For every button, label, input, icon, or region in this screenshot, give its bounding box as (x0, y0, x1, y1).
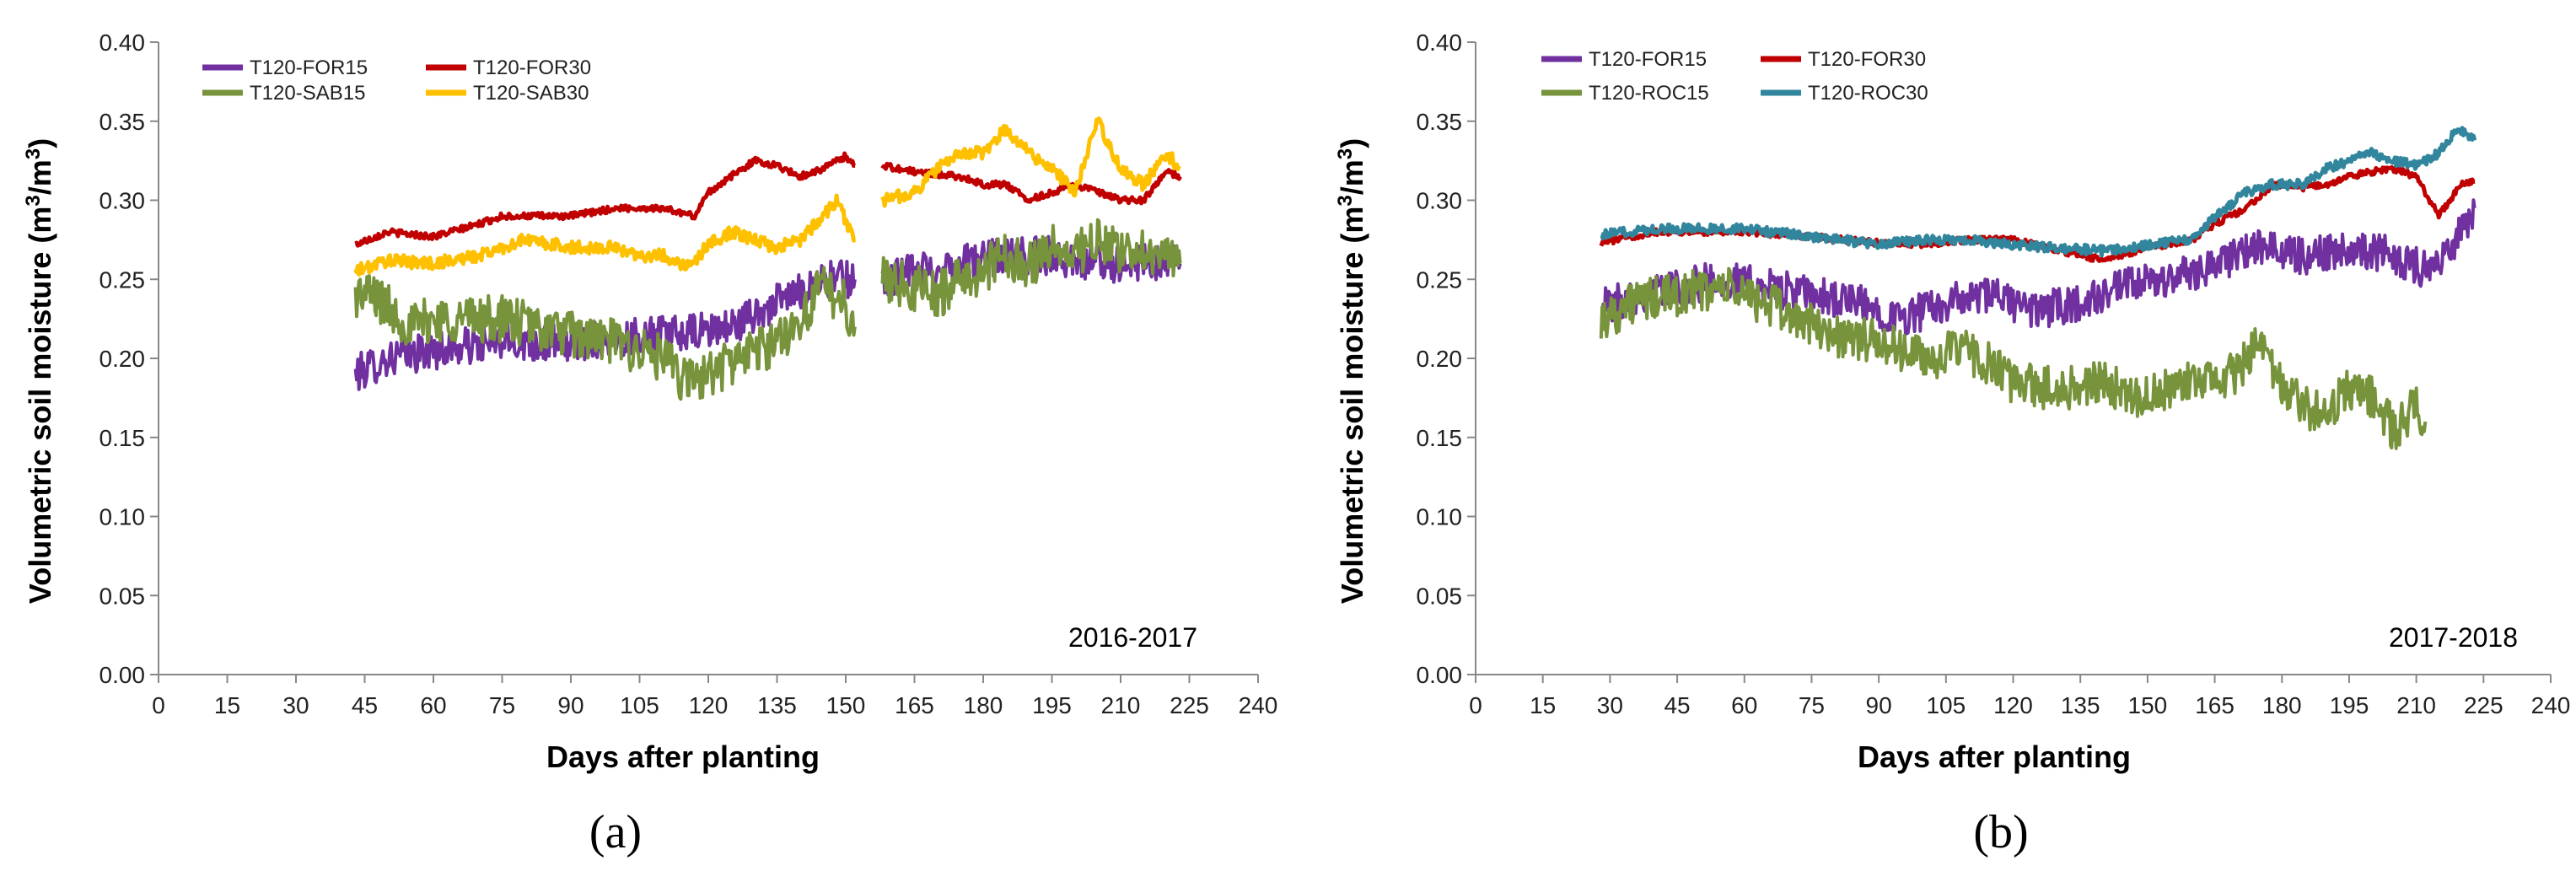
series-line-t120-roc15 (1599, 266, 2428, 450)
x-tick-label: 135 (757, 692, 797, 718)
x-tick-label: 105 (620, 692, 659, 718)
x-tick-label: 180 (964, 692, 1003, 718)
y-tick-label: 0.15 (1417, 425, 1463, 451)
legend-label-t120-for15: T120-FOR15 (1589, 48, 1707, 71)
x-tick-label: 225 (2464, 692, 2503, 718)
season-annotation: 2017-2018 (2389, 622, 2518, 653)
y-tick-label: 0.25 (99, 266, 146, 293)
x-axis-title: Days after planting (546, 739, 820, 774)
x-axis-title: Days after planting (1858, 739, 2131, 774)
x-tick-label: 210 (1101, 692, 1141, 718)
legend-label-t120-sab15: T120-SAB15 (250, 82, 365, 105)
x-tick-label: 180 (2262, 692, 2302, 718)
x-tick-label: 135 (2061, 692, 2100, 718)
y-tick-label: 0.10 (99, 504, 146, 530)
y-tick-label: 0.15 (99, 425, 146, 451)
x-tick-label: 75 (489, 692, 515, 718)
x-tick-label: 30 (282, 692, 309, 718)
series-line-t120-for15 (353, 259, 857, 391)
chart-b-svg: 0.00 0.05 0.10 0.15 0.20 0.25 0.30 0.35 0.40 0 15 3… (1334, 30, 2571, 858)
chart-a-svg: 0.00 0.05 0.10 0.15 0.20 0.25 0.30 0.35 0.40 0 15 3… (22, 30, 1278, 858)
y-tick-label: 0.05 (1417, 583, 1463, 609)
x-tick-label: 15 (214, 692, 240, 718)
x-tick-label: 195 (2330, 692, 2369, 718)
series-line-t120-sab30 (880, 116, 1181, 208)
x-tick-label: 0 (1469, 692, 1482, 718)
x-tick-label: 240 (2531, 692, 2571, 718)
x-tick-label: 165 (2195, 692, 2235, 718)
x-tick-label: 45 (1664, 692, 1690, 718)
chart-panel-b: 0.00 0.05 0.10 0.15 0.20 0.25 0.30 0.35 0.40 0 15 3… (1288, 0, 2576, 882)
legend-label-t120-for30: T120-FOR30 (1808, 48, 1926, 71)
y-tick-label: 0.10 (1417, 504, 1463, 530)
y-tick-label: 0.00 (99, 662, 146, 688)
series-line-t120-sab30 (353, 193, 857, 277)
y-tick-label: 0.05 (99, 583, 146, 609)
legend-label-t120-for30: T120-FOR30 (473, 56, 591, 79)
x-tick-label: 0 (152, 692, 165, 718)
y-tick-label: 0.35 (1417, 109, 1463, 135)
y-tick-label: 0.20 (99, 346, 146, 372)
y-tick-label: 0.30 (1417, 188, 1463, 214)
x-tick-label: 210 (2396, 692, 2436, 718)
x-tick-label: 195 (1032, 692, 1072, 718)
legend-label-t120-roc30: T120-ROC30 (1808, 82, 1928, 105)
x-tick-label: 60 (1731, 692, 1757, 718)
y-tick-label: 0.20 (1417, 346, 1463, 372)
y-tick-label: 0.25 (1417, 266, 1463, 293)
panel-label: (b) (1973, 806, 2028, 858)
x-tick-label: 15 (1530, 692, 1556, 718)
series-line-t120-roc30 (1600, 126, 2477, 258)
x-tick-label: 105 (1926, 692, 1966, 718)
y-tick-label: 0.30 (99, 188, 146, 214)
x-tick-label: 60 (420, 692, 446, 718)
y-axis-title: Volumetric soil moisture (m3/m3) (1334, 138, 1370, 604)
series-line-t120-for15 (1600, 198, 2477, 336)
panel-label: (a) (589, 806, 642, 858)
legend-label-t120-sab30: T120-SAB30 (473, 82, 589, 105)
x-tick-label: 150 (2128, 692, 2168, 718)
chart-panel-a: 0.00 0.05 0.10 0.15 0.20 0.25 0.30 0.35 0.40 0 15 3… (22, 30, 1278, 858)
legend-label-t120-roc15: T120-ROC15 (1589, 82, 1709, 105)
x-tick-label: 30 (1597, 692, 1623, 718)
y-tick-label: 0.40 (1417, 30, 1463, 56)
x-tick-label: 165 (895, 692, 934, 718)
x-tick-label: 120 (689, 692, 729, 718)
x-tick-label: 240 (1239, 692, 1278, 718)
x-tick-label: 75 (1799, 692, 1825, 718)
y-tick-label: 0.40 (99, 30, 146, 56)
series-line-t120-sab15 (353, 266, 857, 401)
x-tick-label: 120 (1993, 692, 2033, 718)
season-annotation: 2016-2017 (1068, 622, 1197, 653)
x-tick-label: 225 (1170, 692, 1209, 718)
y-axis-title: Volumetric soil moisture (m3/m3) (22, 138, 58, 604)
y-tick-label: 0.00 (1417, 662, 1463, 688)
x-tick-label: 150 (826, 692, 866, 718)
y-tick-label: 0.35 (99, 109, 146, 135)
series-line-t120-sab15 (880, 218, 1182, 318)
legend-label-t120-for15: T120-FOR15 (250, 56, 368, 79)
series-line-t120-for30 (354, 151, 856, 248)
x-tick-label: 90 (1866, 692, 1892, 718)
x-tick-label: 45 (352, 692, 378, 718)
x-tick-label: 90 (557, 692, 583, 718)
